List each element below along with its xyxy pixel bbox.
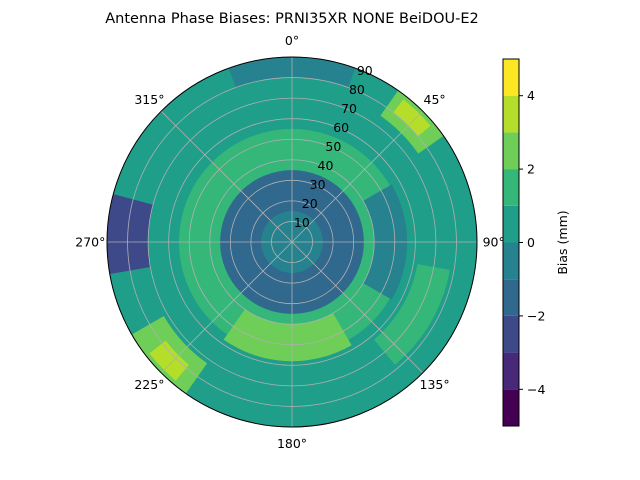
colorbar-segment (503, 315, 519, 353)
angle-tick-label: 90° (483, 235, 505, 250)
grid-spoke (291, 110, 424, 243)
colorbar-tick-label: 0 (527, 235, 535, 250)
angle-tick-label: 270° (75, 235, 105, 250)
colorbar-segment (503, 205, 519, 243)
radial-tick-label: 30 (310, 177, 326, 192)
colorbar-segment (503, 132, 519, 170)
grid-spoke (291, 241, 424, 374)
angle-tick-label: 45° (424, 92, 446, 107)
colorbar-segment (503, 242, 519, 280)
angle-tick-label: 225° (134, 377, 164, 392)
radial-tick-label: 20 (302, 196, 318, 211)
polar-plot-area: 0° 45° 90° 135° 180° 225° 270° 315° 10 20 30 40 50 60… (75, 33, 504, 451)
radial-tick-label: 70 (341, 101, 357, 116)
contour-patch (107, 194, 154, 275)
angle-tick-label: 315° (134, 92, 164, 107)
colorbar-tick-label: −4 (527, 382, 545, 397)
colorbar-label: Bias (mm) (555, 210, 570, 274)
radial-tick-label: 40 (318, 158, 334, 173)
colorbar-segment (503, 279, 519, 316)
colorbar: −4 −2 0 2 4 Bias (mm) (502, 58, 570, 427)
colorbar-segment (503, 59, 519, 96)
colorbar-tick-label: 2 (527, 162, 535, 177)
contour-patch (223, 309, 352, 362)
radial-tick-label: 80 (349, 82, 365, 97)
contour-patch (373, 264, 450, 365)
colorbar-tick-label: −2 (527, 308, 545, 323)
colorbar-segment (503, 95, 519, 133)
angle-tick-label: 135° (420, 377, 450, 392)
plot-boundary (106, 56, 478, 428)
radial-tick-label: 90 (357, 63, 373, 78)
radial-tick-label: 60 (333, 120, 349, 135)
grid-spoke (160, 110, 293, 243)
colorbar-tick-label: 4 (527, 88, 535, 103)
colorbar-segment (503, 352, 519, 390)
angle-tick-label: 0° (285, 33, 299, 48)
grid-spoke (160, 241, 293, 374)
angle-tick-label: 180° (277, 436, 307, 451)
radial-tick-label: 10 (294, 215, 310, 230)
contour-patch (149, 340, 189, 381)
colorbar-segment (503, 169, 519, 206)
radial-tick-label: 50 (325, 139, 341, 154)
chart-title: Antenna Phase Biases: PRNI35XR NONE BeiD… (105, 11, 478, 27)
colorbar-segment (503, 389, 519, 426)
contour-patch (393, 99, 431, 137)
